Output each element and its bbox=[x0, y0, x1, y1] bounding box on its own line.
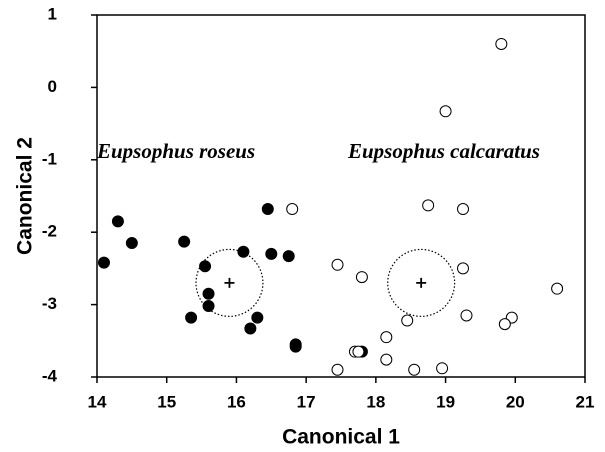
x-tick-label: 20 bbox=[506, 392, 525, 411]
point bbox=[498, 318, 511, 331]
point bbox=[97, 256, 110, 269]
point bbox=[460, 309, 473, 322]
plot-frame bbox=[96, 14, 586, 378]
point bbox=[331, 363, 344, 376]
x-tick-label: 16 bbox=[227, 392, 246, 411]
point bbox=[457, 203, 469, 216]
confidence-circle bbox=[387, 248, 456, 317]
point bbox=[265, 247, 278, 260]
point bbox=[286, 203, 299, 216]
y-tick-label: -3 bbox=[42, 294, 57, 313]
centroid bbox=[416, 277, 427, 288]
point bbox=[202, 300, 215, 313]
point bbox=[457, 262, 469, 275]
point bbox=[380, 353, 393, 366]
y-tick-label: 0 bbox=[48, 77, 57, 96]
point bbox=[355, 271, 368, 284]
y-tick-label: -2 bbox=[42, 222, 57, 241]
y-axis-label: Canonical 2 bbox=[14, 137, 37, 255]
point bbox=[125, 237, 138, 250]
x-axis-label: Canonical 1 bbox=[282, 426, 400, 449]
point bbox=[282, 250, 295, 263]
point bbox=[202, 287, 215, 300]
point bbox=[185, 311, 198, 324]
x-tick-label: 18 bbox=[366, 392, 385, 411]
point bbox=[352, 345, 365, 358]
point bbox=[289, 340, 302, 353]
y-tick-label: -4 bbox=[42, 366, 58, 385]
x-tick-label: 17 bbox=[297, 392, 316, 411]
point bbox=[380, 331, 393, 344]
point bbox=[436, 362, 449, 375]
x-tick-label: 14 bbox=[88, 392, 107, 411]
point bbox=[495, 37, 508, 50]
point bbox=[237, 245, 250, 258]
point bbox=[401, 314, 414, 327]
x-tick-label: 15 bbox=[157, 392, 176, 411]
series-name: Eupsophus calcaratus bbox=[347, 139, 540, 163]
point bbox=[178, 235, 191, 248]
point bbox=[408, 363, 421, 376]
point bbox=[331, 258, 344, 271]
x-tick-label: 19 bbox=[436, 392, 455, 411]
point bbox=[244, 322, 257, 335]
point bbox=[422, 199, 435, 212]
point bbox=[551, 282, 564, 295]
series-name: Eupsophus roseus bbox=[96, 139, 255, 163]
confidence-circle bbox=[195, 248, 264, 317]
point bbox=[439, 105, 452, 118]
x-tick-label: 21 bbox=[576, 392, 595, 411]
y-tick-label: -1 bbox=[42, 149, 57, 168]
centroid bbox=[224, 277, 235, 288]
point bbox=[261, 203, 274, 216]
y-tick-label: 1 bbox=[48, 4, 57, 23]
point bbox=[111, 215, 124, 228]
point bbox=[199, 260, 212, 273]
point bbox=[251, 311, 264, 324]
